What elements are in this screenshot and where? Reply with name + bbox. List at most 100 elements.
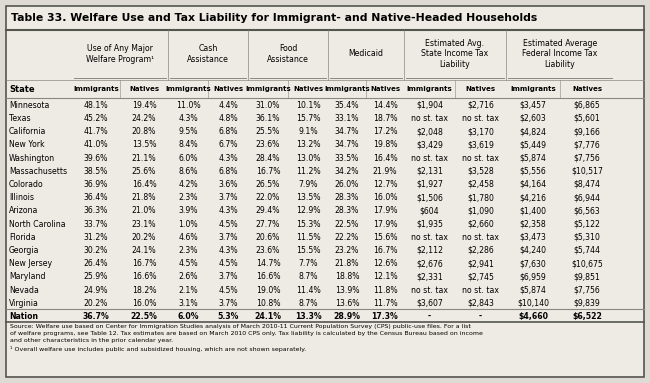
Text: no st. tax: no st. tax <box>411 154 448 162</box>
Text: $10,140: $10,140 <box>517 299 549 308</box>
Text: $1,400: $1,400 <box>519 206 547 215</box>
Text: $7,756: $7,756 <box>573 286 601 295</box>
Text: $6,944: $6,944 <box>573 193 601 202</box>
Text: Source: Welfare use based on Center for Immigration Studies analysis of March 20: Source: Welfare use based on Center for … <box>10 324 483 352</box>
Text: 28.3%: 28.3% <box>335 193 359 202</box>
Text: Illinois: Illinois <box>9 193 34 202</box>
Text: 14.7%: 14.7% <box>255 259 280 268</box>
Text: 22.5%: 22.5% <box>131 312 157 321</box>
Text: 21.1%: 21.1% <box>132 154 156 162</box>
Text: $2,660: $2,660 <box>467 219 494 229</box>
Text: 3.6%: 3.6% <box>218 180 238 189</box>
Text: Immigrants: Immigrants <box>510 86 556 92</box>
Text: 8.4%: 8.4% <box>178 140 198 149</box>
Text: 33.1%: 33.1% <box>335 114 359 123</box>
Text: Natives: Natives <box>293 86 323 92</box>
Text: $2,941: $2,941 <box>467 259 494 268</box>
Text: $1,904: $1,904 <box>416 101 443 110</box>
Text: 16.7%: 16.7% <box>132 259 156 268</box>
Text: 45.2%: 45.2% <box>84 114 109 123</box>
Text: $5,556: $5,556 <box>519 167 547 176</box>
Text: 19.0%: 19.0% <box>255 286 280 295</box>
Text: 11.8%: 11.8% <box>372 286 397 295</box>
Text: 9.1%: 9.1% <box>298 127 318 136</box>
Text: $4,824: $4,824 <box>519 127 547 136</box>
Text: 2.6%: 2.6% <box>178 272 198 282</box>
Text: 24.1%: 24.1% <box>132 246 156 255</box>
Text: $7,630: $7,630 <box>519 259 547 268</box>
Text: 20.8%: 20.8% <box>132 127 156 136</box>
Text: 19.8%: 19.8% <box>372 140 397 149</box>
Text: 6.8%: 6.8% <box>218 167 238 176</box>
Text: 26.4%: 26.4% <box>84 259 109 268</box>
Text: Table 33. Welfare Use and Tax Liability for Immigrant- and Native-Headed Househo: Table 33. Welfare Use and Tax Liability … <box>11 13 538 23</box>
Text: Minnesota: Minnesota <box>9 101 49 110</box>
Text: $2,843: $2,843 <box>467 299 494 308</box>
Text: 6.0%: 6.0% <box>177 312 199 321</box>
Text: 23.6%: 23.6% <box>256 246 280 255</box>
Text: 41.7%: 41.7% <box>84 127 109 136</box>
Text: 18.2%: 18.2% <box>132 286 156 295</box>
Text: 36.7%: 36.7% <box>83 312 109 321</box>
Text: 4.3%: 4.3% <box>218 246 238 255</box>
Text: New Jersey: New Jersey <box>9 259 52 268</box>
FancyBboxPatch shape <box>6 6 644 377</box>
Text: 15.5%: 15.5% <box>296 246 320 255</box>
Text: 16.4%: 16.4% <box>372 154 397 162</box>
Text: $6,522: $6,522 <box>572 312 602 321</box>
Text: 6.7%: 6.7% <box>218 140 238 149</box>
Text: 33.7%: 33.7% <box>84 219 108 229</box>
Text: $2,603: $2,603 <box>519 114 547 123</box>
Text: $3,457: $3,457 <box>519 101 547 110</box>
Text: 26.0%: 26.0% <box>335 180 359 189</box>
Text: 21.0%: 21.0% <box>132 206 156 215</box>
Text: $5,310: $5,310 <box>573 233 601 242</box>
Text: $5,601: $5,601 <box>573 114 601 123</box>
Text: $5,744: $5,744 <box>573 246 601 255</box>
Text: Immigrants: Immigrants <box>324 86 370 92</box>
Text: -: - <box>479 312 482 321</box>
Text: 36.9%: 36.9% <box>84 180 108 189</box>
Text: 20.2%: 20.2% <box>84 299 108 308</box>
Text: 8.7%: 8.7% <box>298 272 318 282</box>
Text: 17.3%: 17.3% <box>372 312 398 321</box>
Text: 4.3%: 4.3% <box>178 114 198 123</box>
Text: 10.1%: 10.1% <box>296 101 320 110</box>
Text: $5,449: $5,449 <box>519 140 547 149</box>
Text: Food
Assistance: Food Assistance <box>267 44 309 64</box>
Text: 4.2%: 4.2% <box>178 180 198 189</box>
Text: $1,090: $1,090 <box>467 206 494 215</box>
Text: $2,331: $2,331 <box>416 272 443 282</box>
Text: Virginia: Virginia <box>9 299 39 308</box>
Text: 8.6%: 8.6% <box>178 167 198 176</box>
Text: 31.0%: 31.0% <box>255 101 280 110</box>
Text: Georgia: Georgia <box>9 246 40 255</box>
Text: 39.6%: 39.6% <box>84 154 108 162</box>
Text: 19.4%: 19.4% <box>132 101 156 110</box>
Text: Colorado: Colorado <box>9 180 44 189</box>
Text: 3.1%: 3.1% <box>178 299 198 308</box>
Text: 13.9%: 13.9% <box>335 286 359 295</box>
Text: Natives: Natives <box>129 86 159 92</box>
Text: $4,216: $4,216 <box>519 193 547 202</box>
Text: 3.7%: 3.7% <box>218 193 238 202</box>
Text: $2,286: $2,286 <box>467 246 494 255</box>
Text: 23.2%: 23.2% <box>335 246 359 255</box>
Text: $3,429: $3,429 <box>416 140 443 149</box>
Text: $3,607: $3,607 <box>416 299 443 308</box>
Text: 4.8%: 4.8% <box>218 114 238 123</box>
Text: $3,170: $3,170 <box>467 127 494 136</box>
Text: $5,122: $5,122 <box>573 219 601 229</box>
Text: 17.2%: 17.2% <box>372 127 397 136</box>
Text: 38.5%: 38.5% <box>84 167 108 176</box>
Text: 6.8%: 6.8% <box>218 127 238 136</box>
Text: $2,458: $2,458 <box>467 180 494 189</box>
Text: California: California <box>9 127 46 136</box>
Text: Natives: Natives <box>572 86 602 92</box>
Text: $4,240: $4,240 <box>519 246 547 255</box>
Text: 4.5%: 4.5% <box>218 259 238 268</box>
Text: $2,048: $2,048 <box>416 127 443 136</box>
Text: 13.2%: 13.2% <box>296 140 320 149</box>
Text: 9.5%: 9.5% <box>178 127 198 136</box>
Text: 48.1%: 48.1% <box>84 101 109 110</box>
